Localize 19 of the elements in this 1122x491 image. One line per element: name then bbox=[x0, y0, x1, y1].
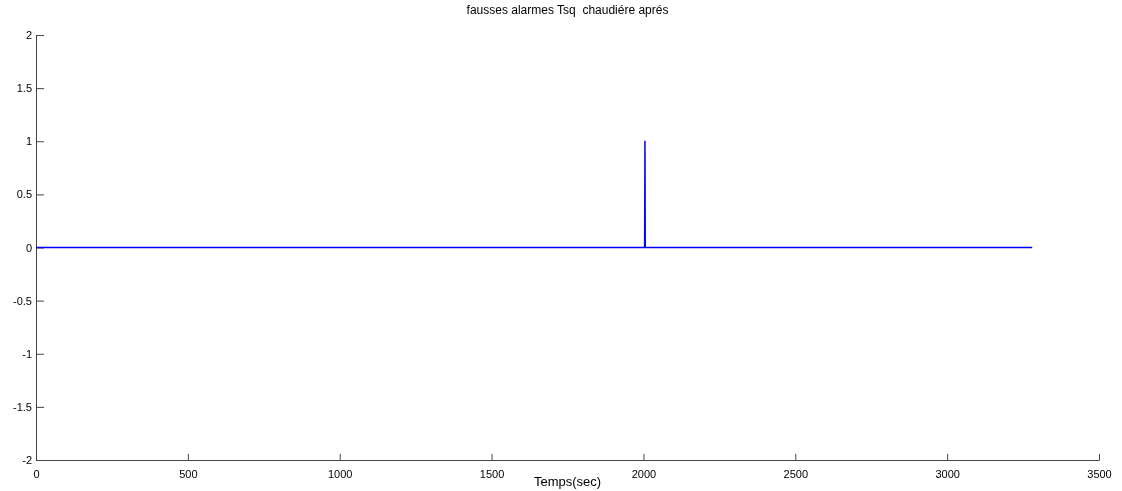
x-axis-title: Temps(sec) bbox=[533, 474, 602, 489]
y-tick-label: -2 bbox=[22, 454, 32, 467]
y-tick-label: -1 bbox=[22, 347, 32, 360]
x-tick-label: 0 bbox=[33, 467, 40, 480]
x-tick-label: 1500 bbox=[479, 467, 505, 480]
y-tick-label: -1.5 bbox=[13, 400, 32, 413]
chart-title: fausses alarmes Tsq chaudiére aprés bbox=[466, 3, 669, 17]
x-tick-label: 1000 bbox=[327, 467, 353, 480]
y-tick-label: 2 bbox=[25, 29, 32, 42]
y-tick-label: 1.5 bbox=[16, 82, 32, 95]
y-tick-label: -0.5 bbox=[13, 294, 32, 307]
x-tick-label: 2000 bbox=[631, 467, 657, 480]
x-tick-label: 3500 bbox=[1087, 467, 1112, 480]
y-tick-label: 0 bbox=[25, 241, 32, 254]
x-tick-label: 3000 bbox=[935, 467, 960, 480]
x-tick-label: 500 bbox=[179, 467, 198, 480]
y-tick-label: 0.5 bbox=[16, 188, 32, 201]
x-tick-label: 2500 bbox=[783, 467, 809, 480]
y-tick-label: 1 bbox=[25, 135, 32, 148]
